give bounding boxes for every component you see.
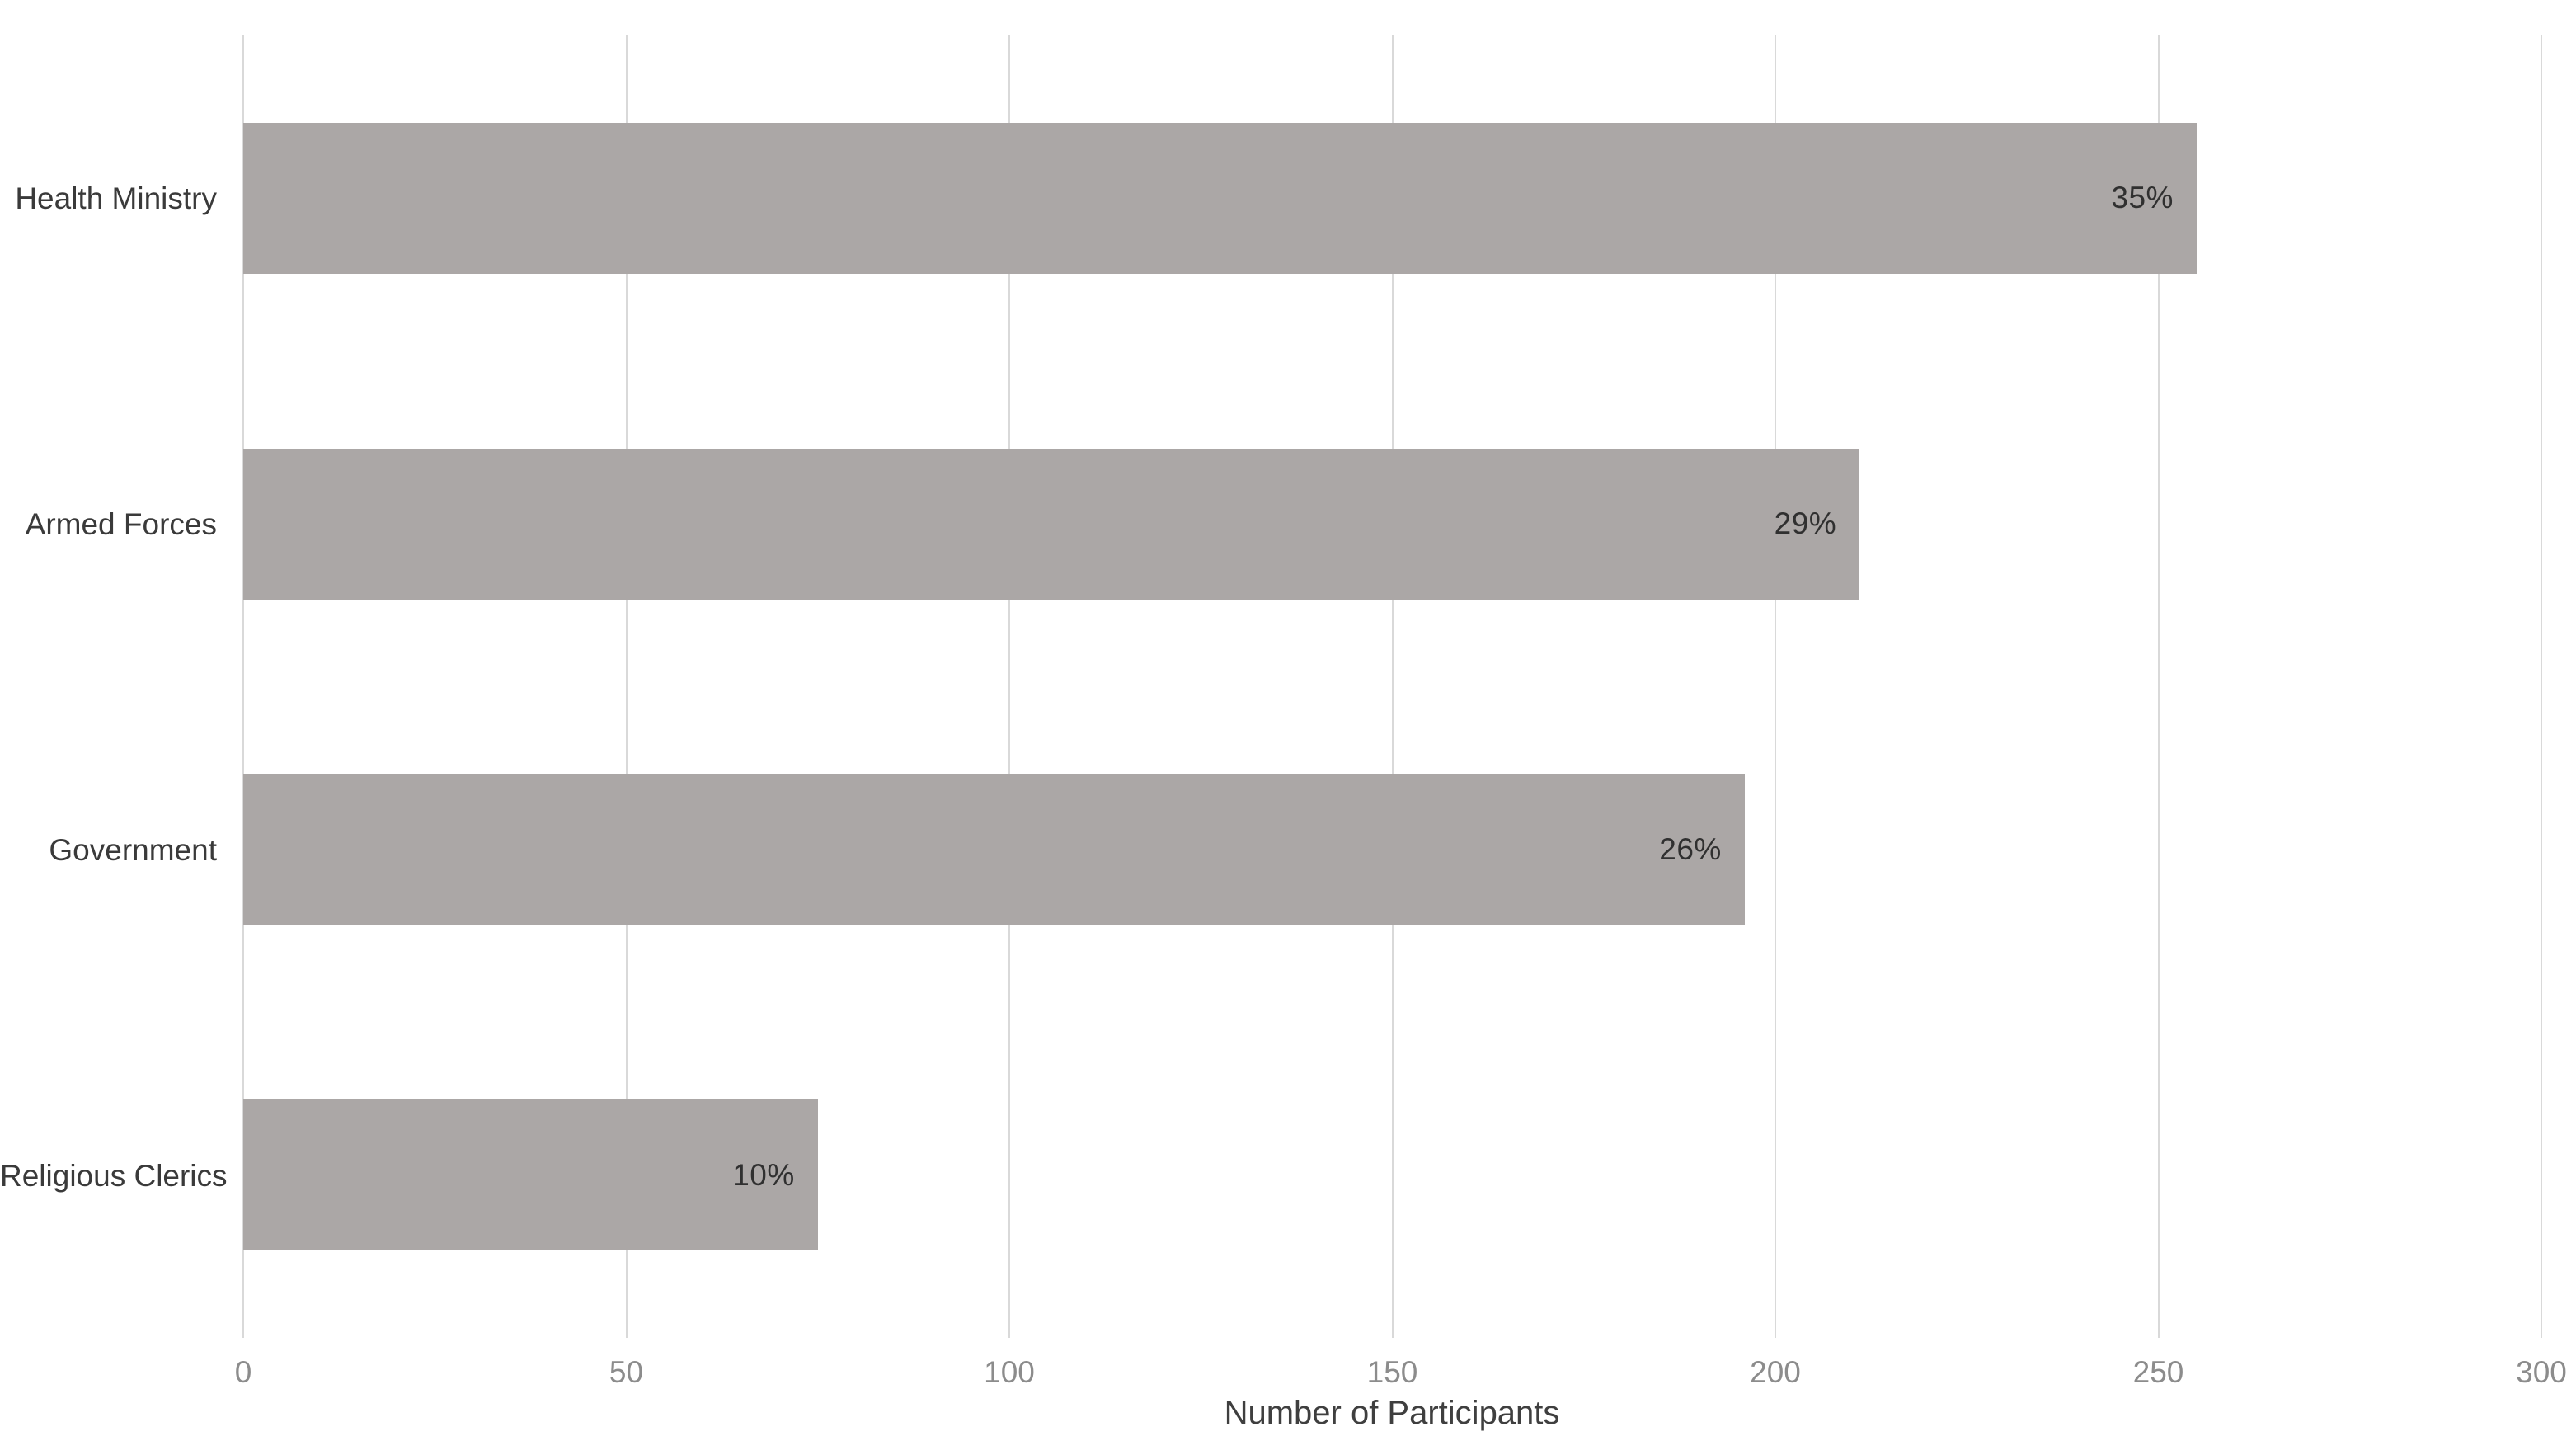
x-axis-title: Number of Participants	[1224, 1395, 1560, 1431]
x-tick-label-150: 150	[1366, 1355, 1418, 1389]
bar-1: 29%	[243, 448, 1860, 600]
category-label: Health Ministry	[15, 181, 217, 216]
bar-value-label: 35%	[2111, 181, 2174, 215]
bar-2: 26%	[243, 774, 1745, 925]
gridline-x-100	[1008, 35, 1010, 1338]
bar-value-label: 10%	[732, 1157, 795, 1192]
category-label: Armed Forces	[25, 507, 217, 542]
gridline-x-50	[625, 35, 628, 1338]
x-tick-label-250: 250	[2132, 1355, 2184, 1389]
bar-3: 10%	[243, 1099, 818, 1251]
bar-value-label: 29%	[1774, 506, 1837, 541]
category-label: Government	[49, 832, 217, 867]
gridline-x-250	[2157, 35, 2160, 1338]
bar-0: 35%	[243, 122, 2197, 274]
gridline-x-200	[1775, 35, 1776, 1338]
gridline-x-300	[2541, 35, 2542, 1338]
x-tick-label-50: 50	[609, 1355, 644, 1389]
x-tick-label-100: 100	[984, 1355, 1035, 1389]
gridline-x-150	[1391, 35, 1394, 1338]
bar-value-label: 26%	[1659, 831, 1722, 866]
gridline-x-0	[242, 35, 244, 1338]
x-tick-label-0: 0	[234, 1355, 252, 1389]
x-tick-label-200: 200	[1750, 1355, 1801, 1389]
category-label: Religious Clerics	[0, 1158, 228, 1193]
x-tick-label-300: 300	[2516, 1355, 2567, 1389]
